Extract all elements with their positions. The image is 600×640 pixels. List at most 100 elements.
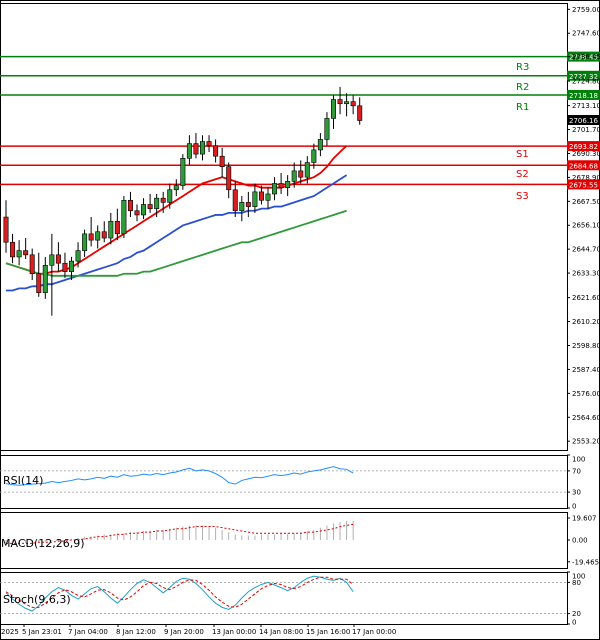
candle-body: [160, 197, 166, 203]
candle-body: [324, 118, 330, 140]
candle-body: [265, 193, 271, 201]
candle-body: [3, 216, 9, 243]
candle-body: [213, 145, 219, 157]
indicator-tick-label: 100: [572, 456, 585, 464]
level-price-box: [567, 70, 600, 81]
candle-body: [134, 210, 140, 216]
macd-label: MACD(12,26,9): [1, 537, 85, 550]
candle-body: [127, 199, 133, 212]
last-price-label: 2706.16: [569, 117, 598, 125]
candle-body: [167, 189, 173, 203]
price-tick-label: 2621.60: [572, 294, 600, 302]
candle-body: [75, 250, 81, 262]
level-name-label: S1: [516, 149, 529, 160]
price-tick-label: 2644.70: [572, 246, 600, 254]
candle-body: [141, 204, 147, 216]
candle-body: [278, 183, 284, 188]
price-tick-label: 2713.10: [572, 102, 600, 110]
level-price-box: [567, 89, 600, 100]
price-tick-label: 2747.60: [572, 30, 600, 38]
candle-body: [29, 254, 35, 275]
price-tick-label: 2678.90: [572, 174, 600, 182]
indicator-tick-label: 0: [572, 503, 576, 511]
price-tick-label: 2667.50: [572, 198, 600, 206]
candle-body: [193, 143, 199, 155]
level-price-label: 2675.55: [569, 181, 598, 189]
candle-body: [232, 189, 238, 212]
level-price-label: 2727.32: [569, 73, 598, 81]
level-price-label: 2684.68: [569, 162, 598, 170]
candle-body: [95, 231, 101, 241]
level-name-label: S3: [516, 191, 529, 202]
level-name-label: R3: [516, 62, 529, 73]
candle-body: [219, 155, 225, 167]
time-tick-label: 14 Jan 08:00: [259, 628, 303, 636]
stoch-line: [5, 576, 354, 608]
price-axis-labels: 2759.00 2747.60 2736.45 2724.80 2713.10 2701.…: [567, 6, 600, 446]
price-tick-label: 2633.30: [572, 270, 600, 278]
candle-body: [304, 162, 310, 178]
level-price-label: 2693.82: [569, 143, 598, 151]
candle-body: [357, 105, 363, 121]
indicator-tick-label: 70: [572, 467, 581, 475]
time-tick-label: 13 Jan 00:00: [212, 628, 256, 636]
level-name-label: R1: [516, 102, 529, 113]
indicator-tick-label: 30: [572, 489, 581, 497]
rsi-label: RSI(14): [3, 474, 43, 487]
moving-average-line: [5, 209, 347, 277]
candle-body: [173, 185, 179, 191]
stoch-label: Stoch(9,6,3): [3, 593, 71, 606]
support-resistance-levels: 2736.45 2727.32 2718.18 2693.82 2684.68 2675.…: [0, 51, 600, 202]
candle-body: [16, 250, 22, 258]
candle-body: [55, 254, 61, 264]
price-tick-label: 2587.40: [572, 366, 600, 374]
time-tick-label: 17 Jan 00:00: [352, 628, 396, 636]
candle-body: [272, 183, 278, 195]
time-tick-label: 7 Jan 04:00: [68, 628, 108, 636]
candle-body: [121, 199, 127, 235]
price-tick-label: 2736.45: [572, 53, 600, 61]
candle-body: [206, 141, 212, 147]
candle-body: [350, 101, 356, 107]
level-price-box: [567, 160, 600, 171]
candle-body: [311, 149, 317, 163]
candle-body: [258, 191, 264, 201]
price-tick-label: 2690.30: [572, 150, 600, 158]
time-tick-label: Jan 2025: [0, 628, 19, 636]
candle-body: [226, 166, 232, 191]
level-price-box: [567, 51, 600, 62]
candlesticks: [3, 86, 363, 316]
candle-body: [108, 220, 114, 239]
candle-body: [101, 231, 107, 239]
price-tick-label: 2656.10: [572, 222, 600, 230]
level-price-box: [567, 179, 600, 190]
candle-body: [154, 197, 160, 209]
indicator-tick-label: 0: [572, 619, 576, 627]
price-tick-label: 2598.80: [572, 342, 600, 350]
candle-body: [317, 139, 323, 151]
indicator-tick-label: 80: [572, 579, 581, 587]
candle-body: [298, 170, 304, 178]
moving-average-line: [6, 174, 348, 292]
indicator-tick-label: 20: [572, 610, 581, 618]
price-tick-label: 2576.00: [572, 390, 600, 398]
indicator-tick-label: 100: [572, 573, 585, 581]
price-tick-label: 2724.80: [572, 78, 600, 86]
indicator-tick-label: 19.607: [572, 515, 597, 523]
level-price-label: 2718.18: [569, 92, 598, 100]
candle-body: [285, 181, 291, 188]
rsi-panel: 100 70 30 0: [0, 454, 585, 511]
macd-panel: 19.607 0.00 -19.465: [5, 515, 599, 566]
rsi-line: [5, 466, 354, 486]
price-tick-label: 2553.20: [572, 438, 600, 446]
candle-body: [69, 260, 75, 272]
time-tick-label: 9 Jan 20:00: [164, 628, 204, 636]
candle-body: [23, 250, 29, 256]
candle-body: [186, 143, 192, 159]
level-name-label: S2: [516, 169, 529, 180]
indicator-tick-label: 0.00: [572, 537, 588, 545]
candle-body: [180, 157, 186, 186]
level-price-box: [567, 141, 600, 152]
